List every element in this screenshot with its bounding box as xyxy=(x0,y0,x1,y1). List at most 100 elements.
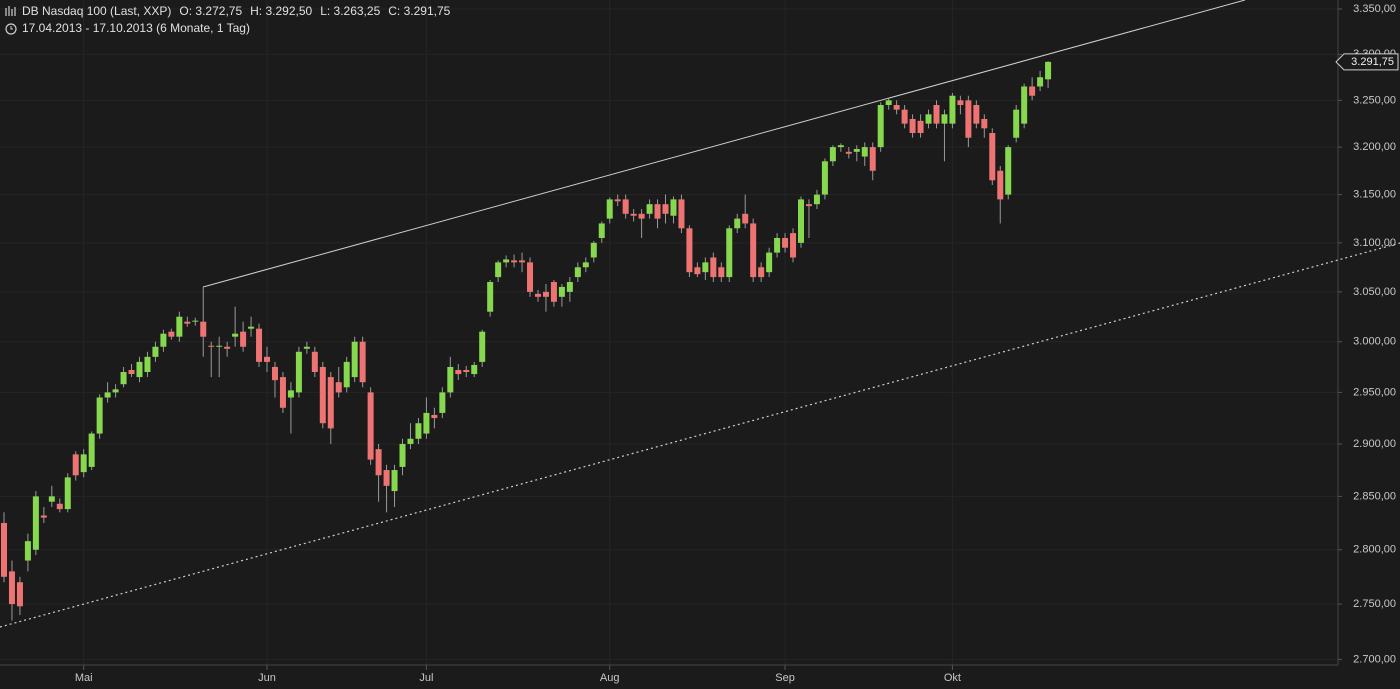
candle-body xyxy=(40,515,47,518)
quote-low: L: 3.263,25 xyxy=(320,4,380,18)
candle-body xyxy=(718,267,725,278)
candle-body xyxy=(981,118,988,129)
candle-body xyxy=(152,346,159,357)
candle-body xyxy=(933,105,940,124)
candle-body xyxy=(766,252,773,273)
candle-body xyxy=(909,118,916,134)
candle-body xyxy=(686,228,693,273)
quote-close: C: 3.291,75 xyxy=(388,4,450,18)
candle-body xyxy=(431,414,438,419)
y-tick-label: 3.100,00 xyxy=(1353,237,1396,249)
candle-body xyxy=(88,433,95,467)
candle-body xyxy=(622,199,629,214)
candle-body xyxy=(208,345,215,347)
y-tick-label: 2.850,00 xyxy=(1353,490,1396,502)
candle-body xyxy=(399,443,406,467)
candle-body xyxy=(638,213,645,219)
candle-body xyxy=(973,105,980,124)
candle-body xyxy=(264,356,271,362)
candle-body xyxy=(375,449,382,476)
candle-body xyxy=(311,351,318,373)
last-price-badge xyxy=(1335,53,1399,71)
candle-body xyxy=(917,120,924,134)
y-tick-label: 3.150,00 xyxy=(1353,189,1396,201)
candle-body xyxy=(662,204,669,214)
candle-body xyxy=(335,382,342,393)
candle-body xyxy=(646,204,653,214)
candle-body xyxy=(957,100,964,106)
candle-body xyxy=(590,242,597,258)
chart-subtitle: 17.04.2013 - 17.10.2013 (6 Monate, 1 Tag… xyxy=(22,21,250,35)
y-tick-label: 3.350,00 xyxy=(1353,3,1396,15)
candle-body xyxy=(120,372,127,385)
candle-body xyxy=(224,346,231,349)
candle-body xyxy=(216,345,223,347)
candle-body xyxy=(136,361,143,378)
clock-icon xyxy=(5,23,17,35)
candle-body xyxy=(837,145,844,148)
candle-body xyxy=(598,223,605,238)
candle-body xyxy=(295,351,302,393)
quote-open: O: 3.272,75 xyxy=(179,4,242,18)
candle-body xyxy=(32,496,39,550)
candle-body xyxy=(479,331,486,362)
candle-body xyxy=(558,286,565,297)
candle-body xyxy=(287,390,294,398)
candle-body xyxy=(144,356,151,373)
y-tick-label: 2.950,00 xyxy=(1353,386,1396,398)
y-tick-label: 3.000,00 xyxy=(1353,336,1396,348)
candle-body xyxy=(48,496,55,502)
candle-body xyxy=(176,316,183,337)
candle-body xyxy=(343,361,350,388)
trend-line xyxy=(202,0,1246,288)
candle-body xyxy=(534,293,541,297)
candle-body xyxy=(885,100,892,106)
candle-body xyxy=(1005,147,1012,195)
candle-body xyxy=(965,100,972,138)
candle-body xyxy=(861,147,868,157)
candle-body xyxy=(383,470,390,486)
candle-body xyxy=(319,366,326,424)
candle-body xyxy=(359,341,366,383)
candle-body xyxy=(232,333,239,337)
candle-body xyxy=(423,412,430,434)
candle-body xyxy=(415,423,422,439)
candle-body xyxy=(813,194,820,205)
candle-body xyxy=(702,262,709,273)
x-tick-label: Okt xyxy=(944,672,961,684)
candle-body xyxy=(168,331,175,337)
candle-body xyxy=(104,392,111,398)
candle-body xyxy=(742,213,749,224)
candle-body xyxy=(527,262,534,292)
candle-body xyxy=(949,95,956,124)
candle-body xyxy=(726,228,733,278)
candle-body xyxy=(8,571,15,605)
candle-body xyxy=(877,105,884,148)
candle-body xyxy=(192,320,199,322)
candle-body xyxy=(511,260,518,263)
candle-body xyxy=(160,333,167,347)
candle-body xyxy=(503,259,510,263)
candle-body xyxy=(112,389,119,393)
candle-body xyxy=(734,218,741,229)
candle-body xyxy=(200,321,207,337)
candle-body xyxy=(96,397,103,434)
y-tick-label: 3.200,00 xyxy=(1353,141,1396,153)
candle-body xyxy=(519,260,526,263)
candle-body xyxy=(893,105,900,110)
candle-body xyxy=(654,204,661,219)
candle-body xyxy=(64,477,71,510)
y-tick-label: 3.050,00 xyxy=(1353,286,1396,298)
candle-body xyxy=(248,326,255,329)
candle-body xyxy=(989,133,996,181)
candle-body xyxy=(542,291,549,297)
candle-body xyxy=(614,199,621,202)
candle-body xyxy=(550,282,557,302)
candle-body xyxy=(582,262,589,268)
candle-body xyxy=(1037,77,1044,87)
clock-hands xyxy=(10,26,13,30)
candle-body xyxy=(782,237,789,248)
chart-icon xyxy=(5,6,16,16)
candle-body xyxy=(1045,61,1052,80)
x-tick-label: Jun xyxy=(258,672,276,684)
